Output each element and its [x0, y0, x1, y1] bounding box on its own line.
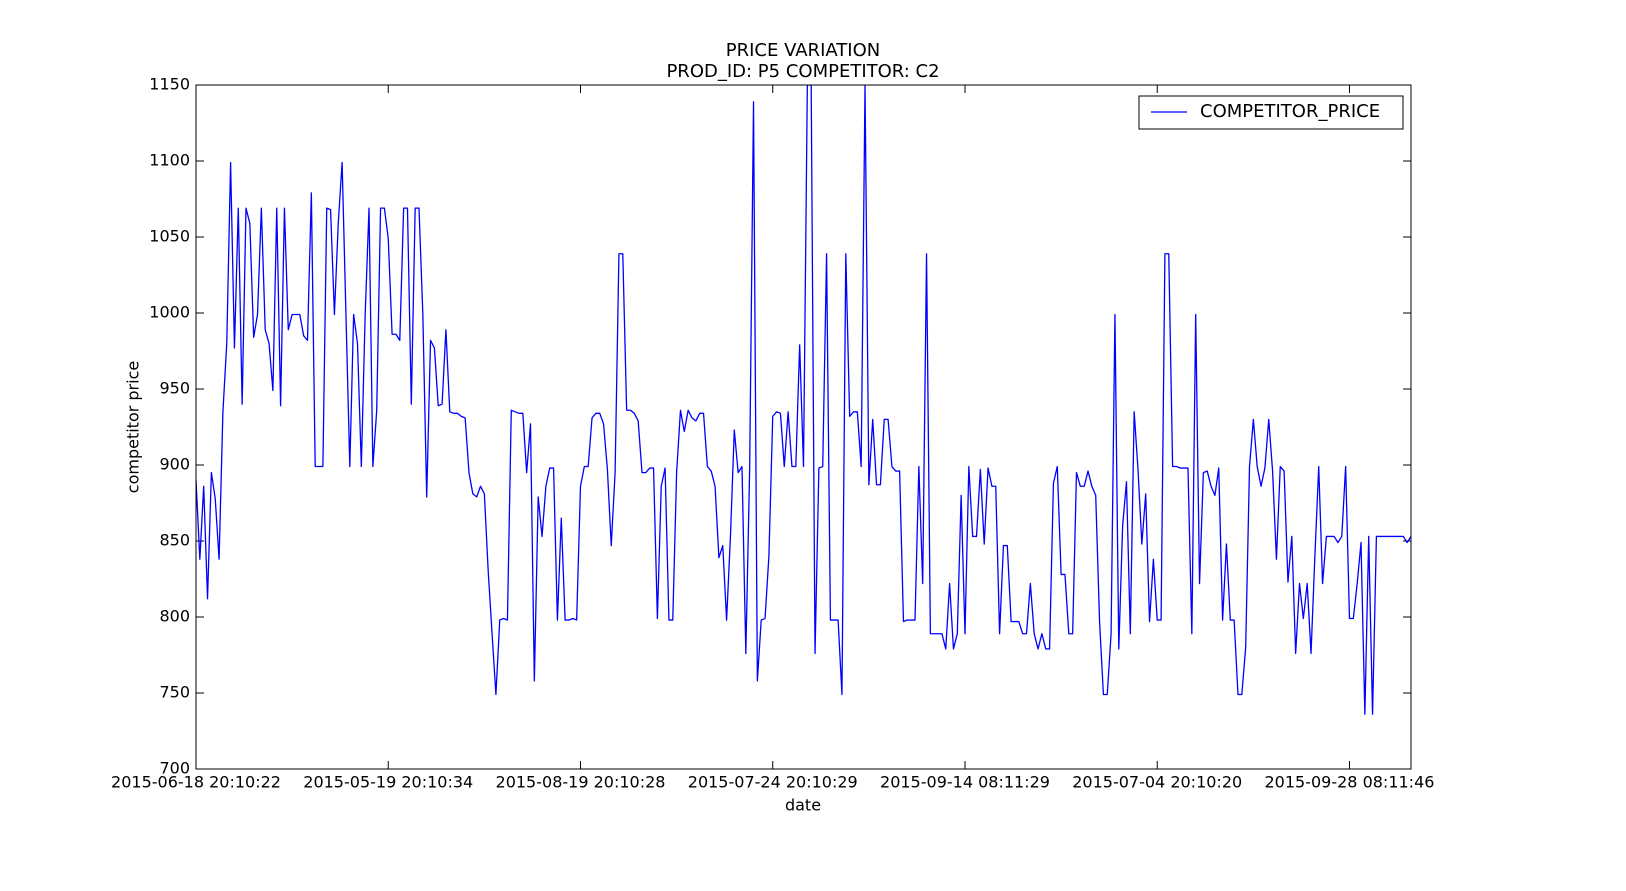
y-tick-label: 700: [159, 759, 190, 778]
y-tick-label: 1100: [149, 151, 190, 170]
y-tick-label: 950: [159, 379, 190, 398]
x-tick-label: 2015-06-18 20:10:22: [111, 773, 281, 792]
y-tick-label: 1050: [149, 227, 190, 246]
x-tick-label: 2015-09-14 08:11:29: [880, 773, 1050, 792]
x-tick-label: 2015-08-19 20:10:28: [496, 773, 666, 792]
y-tick-label: 750: [159, 683, 190, 702]
y-tick-label: 1150: [149, 75, 190, 94]
legend-label: COMPETITOR_PRICE: [1200, 101, 1380, 122]
y-tick-label: 900: [159, 455, 190, 474]
x-tick-label: 2015-09-28 08:11:46: [1265, 773, 1435, 792]
y-tick-label: 850: [159, 531, 190, 550]
y-tick-label: 1000: [149, 303, 190, 322]
x-tick-label: 2015-07-24 20:10:29: [688, 773, 858, 792]
chart-subtitle: PROD_ID: P5 COMPETITOR: C2: [666, 61, 939, 82]
plot-area: [196, 85, 1411, 715]
y-tick-label: 800: [159, 607, 190, 626]
plot-frame: [195, 84, 1412, 770]
chart-title: PRICE VARIATION: [726, 40, 880, 61]
x-axis-label: date: [785, 796, 821, 815]
data-line: [196, 85, 1411, 715]
x-tick-label: 2015-07-04 20:10:20: [1072, 773, 1242, 792]
legend-box: [1138, 95, 1404, 130]
x-tick-label: 2015-05-19 20:10:34: [303, 773, 473, 792]
y-axis-label: competitor price: [124, 361, 143, 493]
